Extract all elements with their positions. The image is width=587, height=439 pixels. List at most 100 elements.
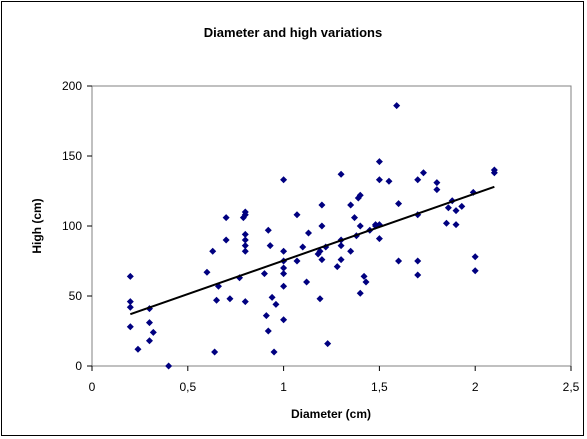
data-point (444, 204, 452, 212)
x-tick-label: 0 (89, 380, 96, 394)
y-tick-label: 0 (75, 359, 82, 373)
data-point (145, 319, 153, 327)
data-point (165, 362, 173, 370)
x-axis-label: Diameter (cm) (291, 407, 371, 421)
data-point (270, 348, 278, 356)
data-point (293, 211, 301, 219)
data-point (356, 222, 364, 230)
data-point (299, 243, 307, 251)
data-point (272, 300, 280, 308)
data-point (241, 298, 249, 306)
data-point (268, 293, 276, 301)
data-point (226, 295, 234, 303)
data-point (126, 272, 134, 280)
data-point (350, 214, 358, 222)
data-point (203, 268, 211, 276)
data-point (280, 282, 288, 290)
data-point (452, 207, 460, 215)
data-point (318, 222, 326, 230)
data-point (318, 256, 326, 264)
data-point (375, 176, 383, 184)
data-point (280, 270, 288, 278)
data-point (262, 312, 270, 320)
y-tick-label: 50 (69, 289, 83, 303)
data-point (241, 236, 249, 244)
data-point (419, 169, 427, 177)
x-tick-label: 0,5 (179, 380, 196, 394)
data-point (264, 226, 272, 234)
data-point (337, 170, 345, 178)
data-point (356, 289, 364, 297)
data-point (134, 345, 142, 353)
data-point (414, 257, 422, 265)
data-point (347, 201, 355, 209)
data-point (126, 323, 134, 331)
y-tick-label: 100 (62, 219, 82, 233)
data-point (209, 247, 217, 255)
data-point (280, 176, 288, 184)
data-point (433, 186, 441, 194)
data-points (126, 102, 498, 370)
x-tick-label: 2,5 (563, 380, 580, 394)
data-point (490, 169, 498, 177)
data-point (360, 272, 368, 280)
data-point (260, 270, 268, 278)
data-point (347, 247, 355, 255)
data-point (395, 257, 403, 265)
data-point (375, 158, 383, 166)
data-point (145, 337, 153, 345)
data-point (241, 211, 249, 219)
data-point (372, 221, 380, 229)
data-point (149, 328, 157, 336)
data-point (222, 214, 230, 222)
data-point (241, 247, 249, 255)
data-point (241, 230, 249, 238)
data-point (414, 271, 422, 279)
y-axis: 0 50 100 150 200 (62, 79, 92, 373)
data-point (126, 298, 134, 306)
data-point (471, 267, 479, 275)
data-point (126, 303, 134, 311)
data-point (316, 295, 324, 303)
x-tick-label: 1 (280, 380, 287, 394)
x-tick-label: 1,5 (371, 380, 388, 394)
data-point (356, 191, 364, 199)
y-tick-label: 150 (62, 149, 82, 163)
y-tick-label: 200 (62, 79, 82, 93)
data-point (280, 264, 288, 272)
data-point (362, 278, 370, 286)
data-point (280, 316, 288, 324)
data-point (337, 256, 345, 264)
plot-area (91, 85, 572, 367)
y-axis-label: High (cm) (30, 198, 44, 253)
data-point (293, 257, 301, 265)
data-point (305, 229, 313, 237)
data-point (333, 263, 341, 271)
data-point (393, 102, 401, 110)
data-point (385, 177, 393, 185)
data-point (280, 247, 288, 255)
data-point (414, 176, 422, 184)
data-point (266, 242, 274, 250)
data-point (433, 179, 441, 187)
data-point (324, 340, 332, 348)
data-point (222, 236, 230, 244)
data-point (241, 242, 249, 250)
data-point (375, 235, 383, 243)
data-point (303, 278, 311, 286)
data-point (442, 219, 450, 227)
trendline (129, 185, 495, 316)
data-point (452, 221, 460, 229)
data-point (395, 200, 403, 208)
data-point (211, 348, 219, 356)
data-point (337, 242, 345, 250)
x-axis: 0 0,5 1 1,5 2 2,5 (89, 366, 580, 394)
data-point (318, 201, 326, 209)
data-point (471, 253, 479, 261)
x-tick-label: 2 (472, 380, 479, 394)
data-point (213, 296, 221, 304)
chart-title: Diameter and high variations (204, 25, 382, 40)
data-point (458, 202, 466, 210)
data-point (264, 327, 272, 335)
